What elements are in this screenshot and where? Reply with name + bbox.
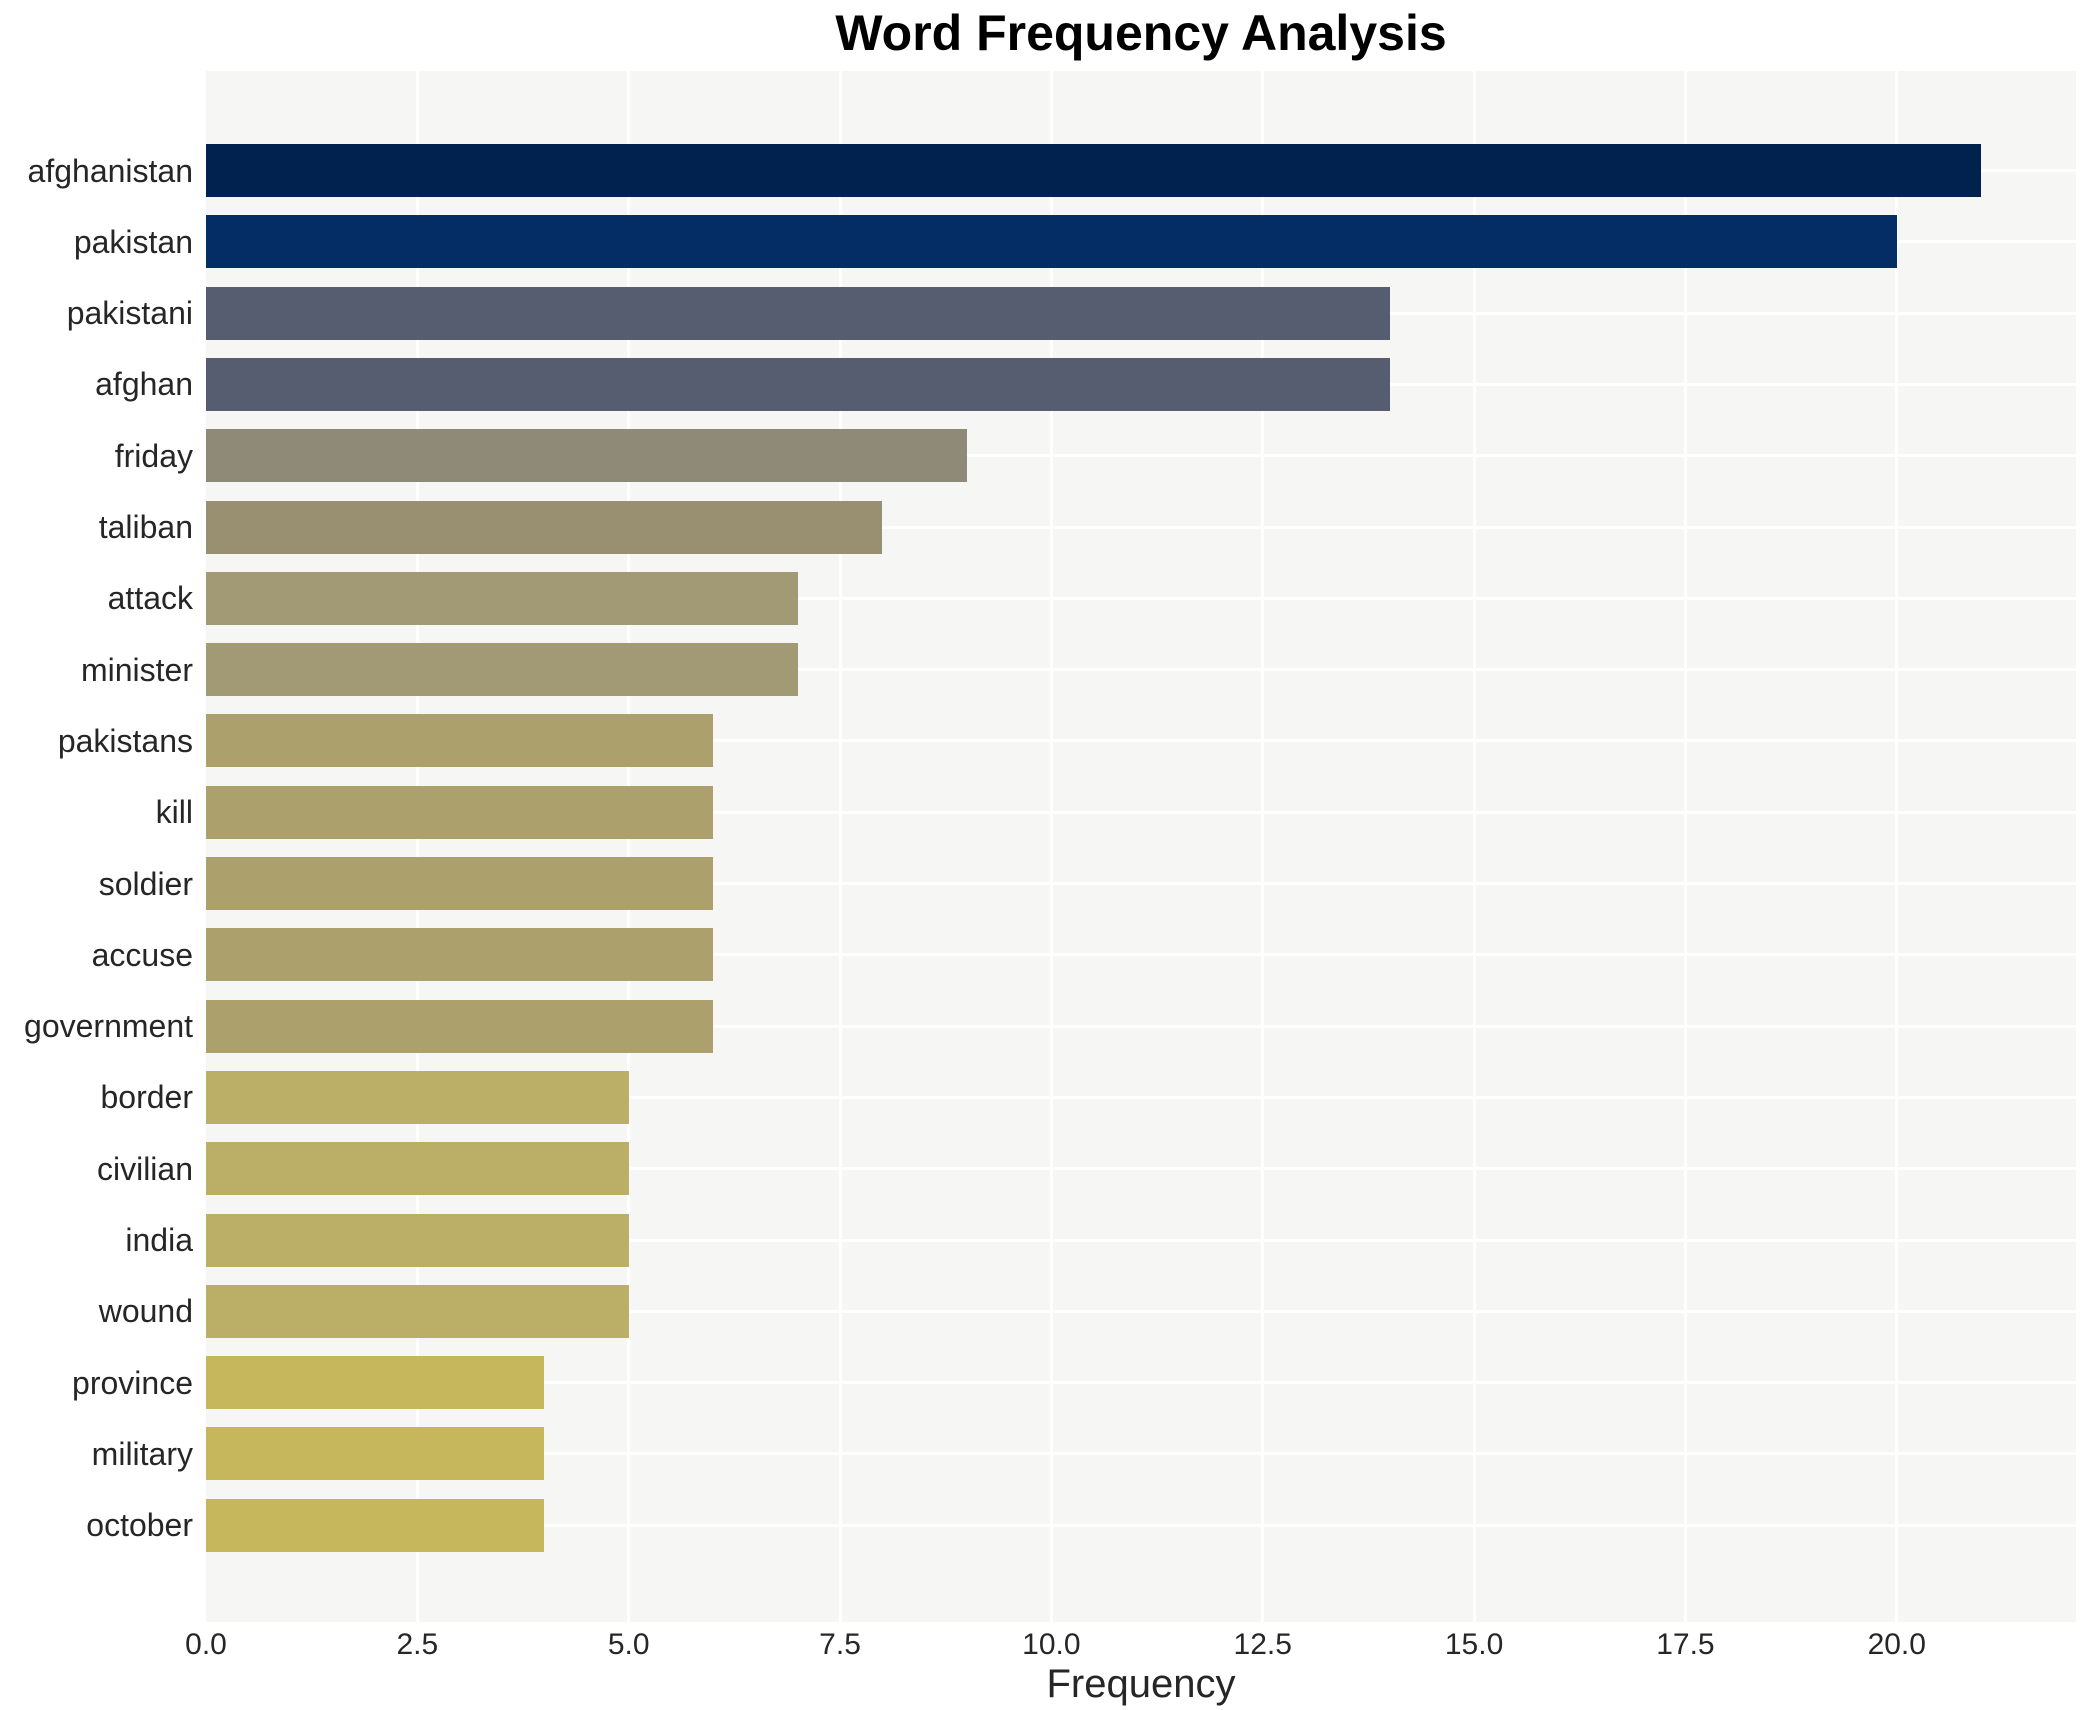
y-tick-label-attack: attack [107, 580, 193, 617]
y-tick-label-taliban: taliban [98, 509, 193, 545]
x-tick-label-0.0: 0.0 [185, 1628, 227, 1661]
y-tick-label-soldier: soldier [98, 865, 193, 902]
x-tick-label-20.0: 20.0 [1867, 1628, 1926, 1661]
y-tick-label-accuse: accuse [91, 936, 193, 973]
y-tick-label-border: border [100, 1079, 194, 1116]
bar-afghan [206, 357, 1390, 411]
h-gridline [206, 882, 2076, 885]
y-tick-label-wound: wound [98, 1293, 193, 1330]
v-gridline [1472, 71, 1476, 1622]
bar-friday [206, 429, 967, 483]
y-tick-label-afghan: afghan [95, 366, 193, 403]
y-tick-label-government: government [24, 1008, 193, 1045]
y-tick-label-pakistans: pakistans [57, 722, 193, 759]
h-gridline [206, 1309, 2076, 1313]
x-tick-label-15.0: 15.0 [1444, 1628, 1504, 1661]
bar-minister [206, 643, 798, 697]
h-gridline [206, 454, 2076, 458]
bar-accuse [206, 928, 714, 982]
bar-civilian [206, 1142, 629, 1196]
plot-area [206, 71, 2076, 1622]
bar-afghanistan [206, 144, 1982, 197]
v-gridline [1261, 71, 1265, 1622]
v-gridline [1683, 71, 1687, 1622]
x-tick-label-12.5: 12.5 [1233, 1628, 1292, 1661]
bar-border [206, 1070, 629, 1124]
y-tick-label-afghanistan: afghanistan [27, 152, 193, 189]
y-tick-label-october: october [86, 1507, 193, 1544]
bar-kill [206, 785, 714, 839]
h-gridline [206, 739, 2076, 743]
h-gridline [206, 668, 2076, 672]
bar-pakistan [206, 215, 1897, 269]
x-tick-label-10.0: 10.0 [1022, 1628, 1081, 1661]
h-gridline [206, 1238, 2076, 1242]
bar-attack [206, 571, 798, 625]
y-tick-label-kill: kill [155, 794, 193, 831]
h-gridline [206, 1452, 2076, 1456]
x-tick-label-7.5: 7.5 [819, 1628, 861, 1661]
bar-taliban [206, 500, 883, 554]
h-gridline [206, 953, 2076, 957]
bar-october [206, 1498, 545, 1552]
bar-military [206, 1427, 545, 1481]
h-gridline [206, 1024, 2076, 1028]
bar-government [206, 999, 714, 1053]
y-tick-label-friday: friday [114, 437, 193, 474]
y-tick-label-minister: minister [80, 651, 193, 688]
v-gridline [838, 71, 842, 1622]
y-tick-label-pakistan: pakistan [73, 223, 193, 260]
y-tick-label-civilian: civilian [96, 1150, 193, 1187]
x-axis-label: Frequency [1046, 1662, 1236, 1706]
bar-india [206, 1213, 629, 1267]
h-gridline [206, 525, 2076, 529]
h-gridline [206, 1523, 2076, 1527]
h-gridline [206, 810, 2076, 814]
h-gridline [206, 1167, 2076, 1171]
bar-soldier [206, 857, 714, 910]
v-gridline [1049, 71, 1053, 1622]
y-tick-label-india: india [125, 1222, 193, 1258]
bar-wound [206, 1284, 629, 1338]
bar-pakistani [206, 286, 1390, 340]
chart-title: Word Frequency Analysis [835, 5, 1447, 61]
x-tick-label-2.5: 2.5 [396, 1628, 439, 1661]
bar-province [206, 1356, 545, 1410]
x-tick-label-5.0: 5.0 [607, 1628, 650, 1661]
h-gridline [206, 596, 2076, 600]
h-gridline [206, 1095, 2076, 1099]
v-gridline [1895, 71, 1899, 1622]
bar-pakistans [206, 714, 714, 768]
y-tick-label-pakistani: pakistani [66, 295, 193, 332]
y-tick-label-military: military [91, 1435, 193, 1472]
x-tick-label-17.5: 17.5 [1656, 1628, 1715, 1661]
h-gridline [206, 1381, 2076, 1385]
v-gridline [627, 71, 631, 1622]
v-gridline [415, 71, 419, 1622]
y-tick-label-province: province [72, 1364, 193, 1401]
